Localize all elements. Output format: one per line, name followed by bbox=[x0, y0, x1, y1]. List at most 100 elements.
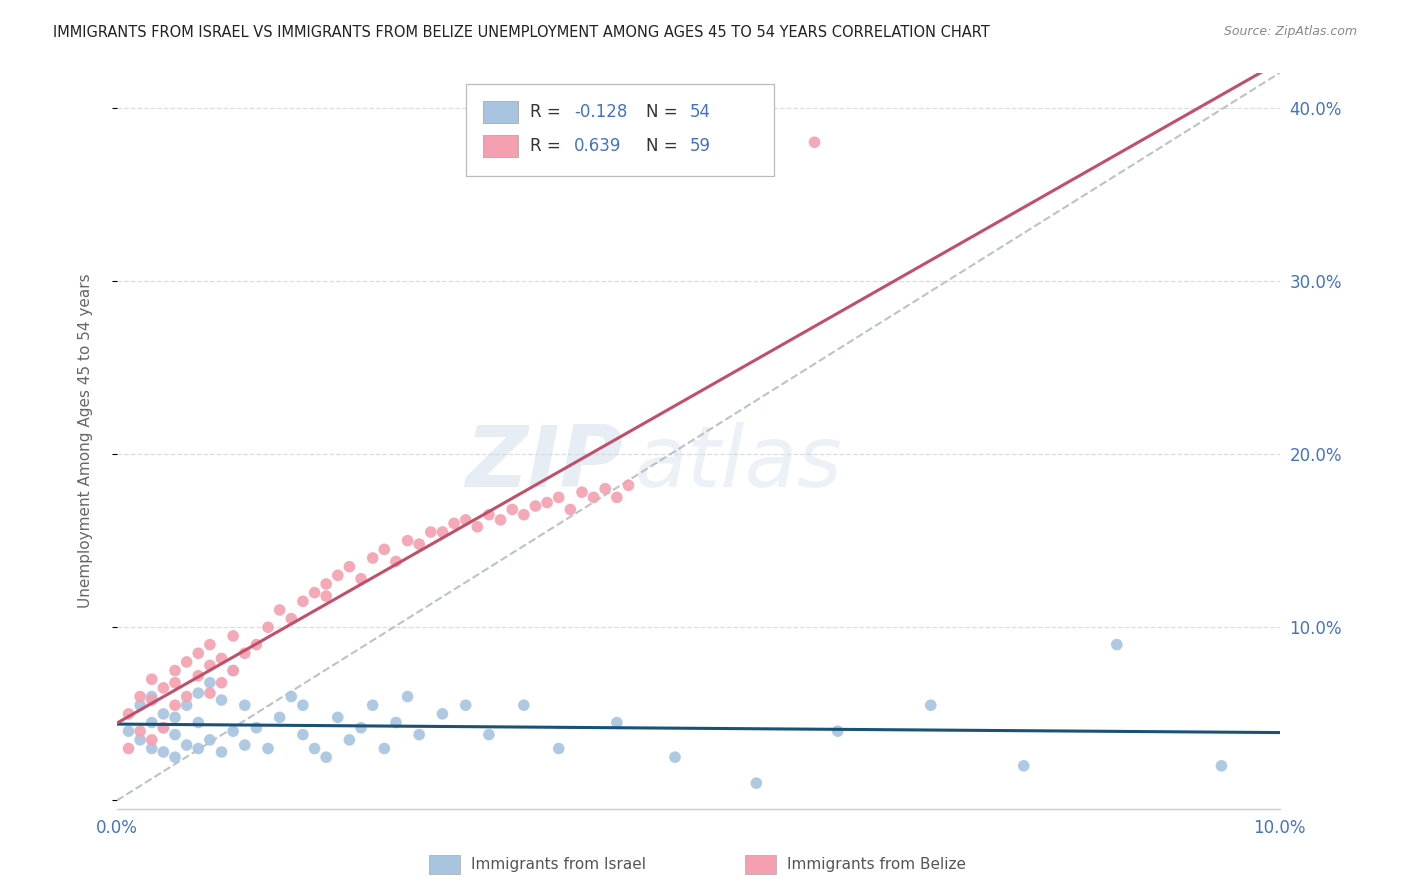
Point bbox=[152, 681, 174, 695]
Point bbox=[326, 710, 349, 724]
Point bbox=[827, 724, 849, 739]
Point bbox=[454, 698, 477, 713]
Text: R =: R = bbox=[530, 136, 565, 155]
Point bbox=[465, 520, 488, 534]
Point bbox=[745, 776, 768, 790]
Y-axis label: Unemployment Among Ages 45 to 54 years: Unemployment Among Ages 45 to 54 years bbox=[79, 274, 93, 608]
Point bbox=[257, 741, 280, 756]
Point bbox=[478, 728, 501, 742]
Point bbox=[524, 499, 547, 513]
Point bbox=[141, 732, 163, 747]
Point bbox=[291, 698, 314, 713]
Text: Immigrants from Belize: Immigrants from Belize bbox=[787, 857, 966, 871]
Text: -0.128: -0.128 bbox=[574, 103, 627, 121]
Point bbox=[152, 721, 174, 735]
Point bbox=[489, 513, 512, 527]
Point bbox=[547, 741, 569, 756]
Point bbox=[291, 594, 314, 608]
Point bbox=[361, 551, 384, 566]
Point bbox=[536, 495, 558, 509]
Point bbox=[198, 732, 221, 747]
Point bbox=[385, 715, 408, 730]
Point bbox=[211, 745, 233, 759]
Text: Immigrants from Israel: Immigrants from Israel bbox=[471, 857, 645, 871]
Point bbox=[163, 698, 186, 713]
Point bbox=[222, 664, 245, 678]
Point bbox=[198, 658, 221, 673]
Point bbox=[233, 646, 256, 660]
Point bbox=[1105, 638, 1128, 652]
Point bbox=[245, 638, 267, 652]
Point bbox=[396, 690, 419, 704]
Point bbox=[211, 651, 233, 665]
Point bbox=[280, 690, 302, 704]
Point bbox=[315, 750, 337, 764]
Point bbox=[419, 524, 441, 539]
Text: atlas: atlas bbox=[634, 422, 842, 505]
Point bbox=[211, 675, 233, 690]
Point bbox=[176, 655, 198, 669]
Point bbox=[187, 686, 209, 700]
Point bbox=[163, 750, 186, 764]
Point bbox=[373, 542, 395, 557]
Point bbox=[478, 508, 501, 522]
Point bbox=[664, 750, 686, 764]
Point bbox=[117, 741, 139, 756]
Point bbox=[269, 603, 291, 617]
Text: N =: N = bbox=[645, 136, 683, 155]
Point bbox=[233, 698, 256, 713]
Point bbox=[141, 715, 163, 730]
Point bbox=[350, 721, 373, 735]
Point bbox=[304, 585, 326, 599]
Point bbox=[245, 721, 267, 735]
Point bbox=[443, 516, 465, 531]
Text: 0.639: 0.639 bbox=[574, 136, 621, 155]
Point bbox=[280, 612, 302, 626]
Point bbox=[152, 706, 174, 721]
Text: 59: 59 bbox=[690, 136, 711, 155]
Point bbox=[339, 732, 361, 747]
Point bbox=[385, 554, 408, 568]
Point bbox=[593, 482, 616, 496]
Point bbox=[454, 513, 477, 527]
Text: ZIP: ZIP bbox=[465, 422, 623, 505]
Point bbox=[920, 698, 942, 713]
Point bbox=[141, 741, 163, 756]
Point bbox=[396, 533, 419, 548]
Point bbox=[560, 502, 582, 516]
Point bbox=[326, 568, 349, 582]
Point bbox=[350, 572, 373, 586]
Point bbox=[606, 491, 628, 505]
Point bbox=[163, 675, 186, 690]
Point bbox=[198, 686, 221, 700]
Point bbox=[163, 728, 186, 742]
Point bbox=[152, 745, 174, 759]
Point bbox=[141, 672, 163, 686]
Point bbox=[315, 577, 337, 591]
Point bbox=[198, 638, 221, 652]
Point bbox=[163, 664, 186, 678]
Point bbox=[117, 724, 139, 739]
Point bbox=[187, 741, 209, 756]
Point bbox=[432, 524, 454, 539]
Point bbox=[129, 732, 152, 747]
Text: 54: 54 bbox=[690, 103, 711, 121]
FancyBboxPatch shape bbox=[465, 84, 773, 176]
Point bbox=[163, 710, 186, 724]
Point bbox=[187, 669, 209, 683]
Text: IMMIGRANTS FROM ISRAEL VS IMMIGRANTS FROM BELIZE UNEMPLOYMENT AMONG AGES 45 TO 5: IMMIGRANTS FROM ISRAEL VS IMMIGRANTS FRO… bbox=[53, 25, 990, 40]
Point bbox=[141, 693, 163, 707]
Point bbox=[373, 741, 395, 756]
Point bbox=[408, 728, 430, 742]
Point bbox=[606, 715, 628, 730]
Point bbox=[571, 485, 593, 500]
Point bbox=[141, 690, 163, 704]
Point bbox=[211, 693, 233, 707]
Point bbox=[257, 620, 280, 634]
Point bbox=[408, 537, 430, 551]
Point bbox=[513, 698, 536, 713]
Point bbox=[361, 698, 384, 713]
Point bbox=[222, 724, 245, 739]
Point bbox=[176, 738, 198, 752]
Point bbox=[129, 690, 152, 704]
